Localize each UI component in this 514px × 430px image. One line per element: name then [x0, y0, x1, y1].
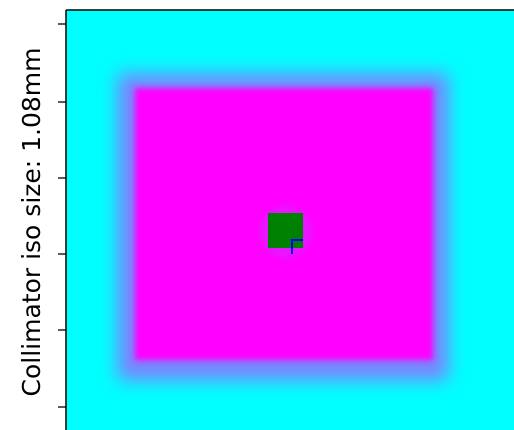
- y-axis-ticks: [58, 23, 66, 408]
- isocenter-marker: [268, 213, 303, 248]
- y-axis-label: Collimator iso size: 1.08mm: [17, 47, 46, 396]
- isocenter-marker-edge: [291, 239, 303, 254]
- heatmap-image: [66, 10, 514, 430]
